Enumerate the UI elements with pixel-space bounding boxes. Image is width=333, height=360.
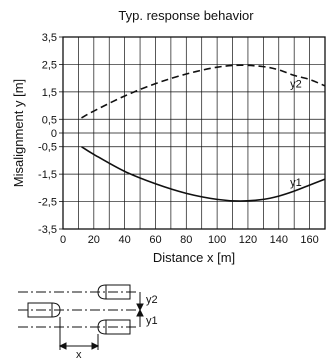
diagram-label-x: x xyxy=(76,349,82,360)
x-tick-label: 120 xyxy=(239,234,257,246)
x-tick-label: 100 xyxy=(208,234,226,246)
grid xyxy=(63,37,325,229)
y-tick-label: 3,5 xyxy=(42,32,57,44)
dimension-x-arrow-right xyxy=(91,342,100,350)
x-tick-label: 140 xyxy=(270,234,288,246)
x-tick-label: 160 xyxy=(300,234,318,246)
series-lines xyxy=(81,64,326,202)
series-line-y2 xyxy=(81,64,326,119)
dimension-y1-arrow xyxy=(136,308,144,317)
y-axis-label: Misalignment y [m] xyxy=(11,79,26,187)
x-tick-label: 80 xyxy=(180,234,192,246)
x-tick-labels: 0 20 40 60 80 100 120 140 160 xyxy=(60,234,319,246)
misalignment-diagram xyxy=(18,284,144,350)
series-labels: y2 y1 xyxy=(290,78,302,189)
x-tick-label: 60 xyxy=(149,234,161,246)
y-tick-label: -3,5 xyxy=(38,224,57,236)
upper-receiver-shape xyxy=(97,284,131,300)
series-label-y2: y2 xyxy=(290,78,302,90)
lower-receiver-shape xyxy=(97,319,131,335)
series-line-y1 xyxy=(81,146,326,202)
dimension-y2-arrow xyxy=(136,303,144,312)
chart-title: Typ. response behavior xyxy=(118,8,254,23)
x-tick-label: 40 xyxy=(119,234,131,246)
y-tick-labels: 3,5 2,5 1,5 0,5 0 -0,5 -1,5 -2,5 -3,5 xyxy=(38,32,63,236)
dimension-x-arrow-left xyxy=(58,342,67,350)
diagram-label-y2: y2 xyxy=(146,294,158,306)
emitter-sensor-shape xyxy=(27,302,61,318)
y-tick-label: -0,5 xyxy=(38,142,57,154)
y-tick-label: 0 xyxy=(51,128,57,140)
y-tick-label: -2,5 xyxy=(38,197,57,209)
y-tick-label: -1,5 xyxy=(38,169,57,181)
x-axis-label: Distance x [m] xyxy=(153,250,235,265)
x-tick-label: 0 xyxy=(60,234,66,246)
y-tick-label: 2,5 xyxy=(42,59,57,71)
y-tick-label: 1,5 xyxy=(42,87,57,99)
y-tick-label: 0,5 xyxy=(42,114,57,126)
series-label-y1: y1 xyxy=(290,177,302,189)
diagram-label-y1: y1 xyxy=(146,315,158,327)
x-tick-label: 20 xyxy=(88,234,100,246)
